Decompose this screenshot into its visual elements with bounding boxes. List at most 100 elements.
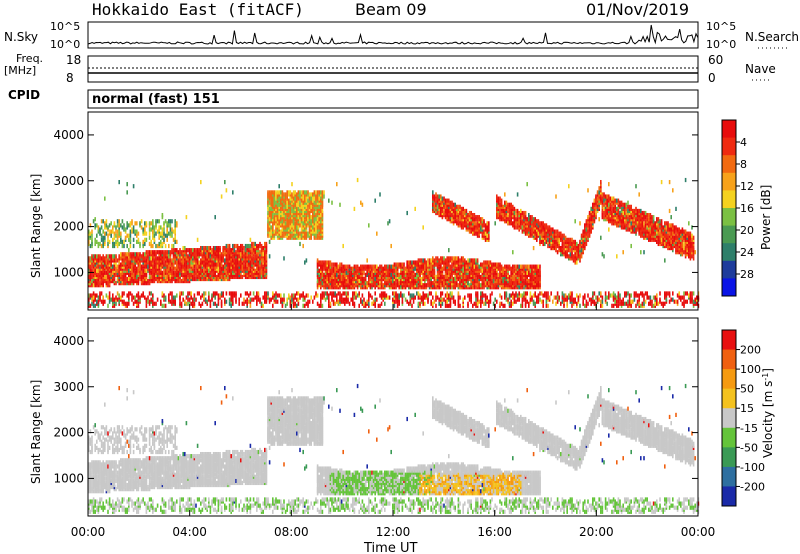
power-cell [380,291,383,296]
power-cell [246,266,248,271]
power-cell [473,301,476,306]
power-cell [459,258,461,263]
power-cell [307,299,309,304]
power-cell [419,301,421,306]
power-cell [294,301,296,306]
power-cell [416,291,418,296]
power-cell [280,206,282,211]
power-cell [358,266,360,271]
power-cell [462,206,464,211]
power-cell [326,291,328,296]
power-cell [136,239,138,244]
power-cell [120,295,122,300]
power-cell [305,215,308,220]
power-cell [201,268,204,273]
power-cell [153,229,156,234]
power-cell [148,291,151,296]
power-cell [483,301,485,306]
power-cell [174,248,176,253]
power-cell [208,291,210,296]
power-cell [395,291,397,296]
power-cell [89,264,92,269]
power-cell [128,272,130,277]
power-cell [193,276,196,282]
power-cell [284,196,287,201]
power-cell [500,264,503,269]
power-cell [206,299,208,304]
power-cell [252,297,255,302]
power-cell [465,208,468,214]
power-cell [486,227,488,232]
power-cell [324,297,327,302]
power-cell [172,270,175,275]
power-cell [108,291,111,296]
power-cell [248,274,250,280]
power-cell [353,276,356,282]
power-cell [129,233,132,238]
power-cell [132,237,135,242]
power-cell [344,301,346,306]
power-cell [446,268,448,273]
power-cell [435,274,437,280]
power-cell [369,283,372,288]
power-cell [265,241,268,247]
power-cell [494,262,496,267]
power-cell [393,299,396,304]
power-cell [440,291,442,296]
power-cell [123,291,125,296]
power-cell [353,206,356,211]
power-cell [148,250,151,255]
power-cell [435,192,437,197]
power-cell [230,248,232,253]
power-cell [113,254,116,259]
power-cell [121,219,124,224]
power-cell [348,301,351,306]
power-cell [139,241,141,247]
power-cell [300,202,303,207]
power-cell [107,254,109,259]
power-cell [256,270,258,275]
power-cell [336,293,338,298]
power-cell [313,295,316,300]
power-cell [484,260,487,265]
power-cell [310,192,312,197]
power-cell [241,274,244,280]
power-cell [505,274,508,280]
power-cell [179,291,181,296]
power-cell [97,272,100,277]
power-cell [132,229,135,234]
power-cell [457,297,460,302]
nsky-label: N.Sky [4,30,39,44]
power-cell [163,303,165,308]
power-cell [89,223,92,228]
power-cell [382,291,384,296]
power-cell [488,281,490,286]
power-cell [304,190,306,195]
power-cell [272,295,274,300]
power-cell [368,223,370,228]
power-cell [283,192,285,197]
power-cell [476,278,479,284]
power-cell [353,291,356,296]
power-cell [420,258,423,263]
power-cell [302,243,304,249]
power-cell [118,223,120,228]
power-cell [505,297,508,302]
power-cell [112,297,114,302]
power-cell [200,245,202,251]
power-cell [481,299,484,304]
power-cell [144,268,146,273]
power-cell [176,239,178,244]
power-cell [94,297,96,302]
power-cell [251,248,253,253]
power-cell [169,291,172,296]
power-cell [332,266,335,271]
power-cell [297,190,300,195]
power-cell [366,299,368,304]
power-cell [147,295,149,300]
freq-tick-bottom: 8 [66,71,74,85]
power-cell [121,239,124,244]
power-cell [291,297,293,302]
power-cell [376,264,378,269]
power-cell [224,276,226,282]
